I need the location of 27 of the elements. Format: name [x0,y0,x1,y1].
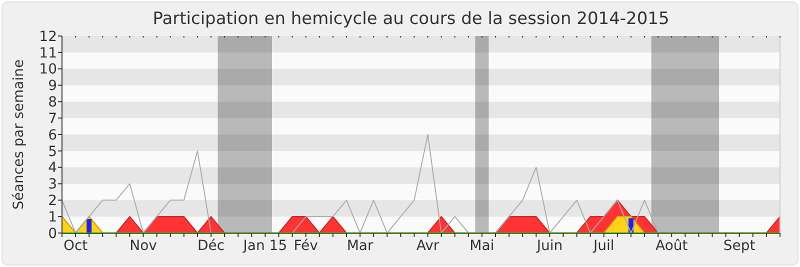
y-tick-label: 6 [48,127,58,144]
y-tick-label: 1 [48,209,57,226]
y-tick-label: 8 [48,94,57,111]
x-tick-label: Mar [346,238,374,254]
x-tick-label: Nov [130,238,157,254]
x-tick-label: Avr [416,238,440,254]
x-tick-label: Jan 15 [242,238,288,254]
x-tick-label: Mai [470,238,494,254]
y-tick-label: 11 [39,45,57,62]
x-tick-label: Août [655,238,688,254]
y-tick-label: 7 [48,110,57,127]
y-tick-label: 0 [48,226,57,242]
x-tick-label: Fév [294,238,318,254]
y-tick-label: 9 [48,78,57,94]
y-tick-label: 4 [48,160,58,176]
x-tick-label: Oct [63,238,88,254]
chart-title: Participation en hemicycle au cours de la session 2014-2015 [152,9,670,29]
x-tick-label: Sept [723,238,756,254]
y-tick-label: 10 [39,62,57,78]
x-tick-label: Juil [592,238,614,254]
y-tick-label: 12 [39,28,57,45]
y-tick-label: 2 [48,193,57,210]
y-tick-label: 5 [48,144,57,160]
y-axis-title: Séances par semaine [11,59,27,210]
y-tick-label: 3 [48,176,57,193]
x-tick-label: Juin [536,238,563,254]
x-tick-label: Déc [197,238,225,254]
